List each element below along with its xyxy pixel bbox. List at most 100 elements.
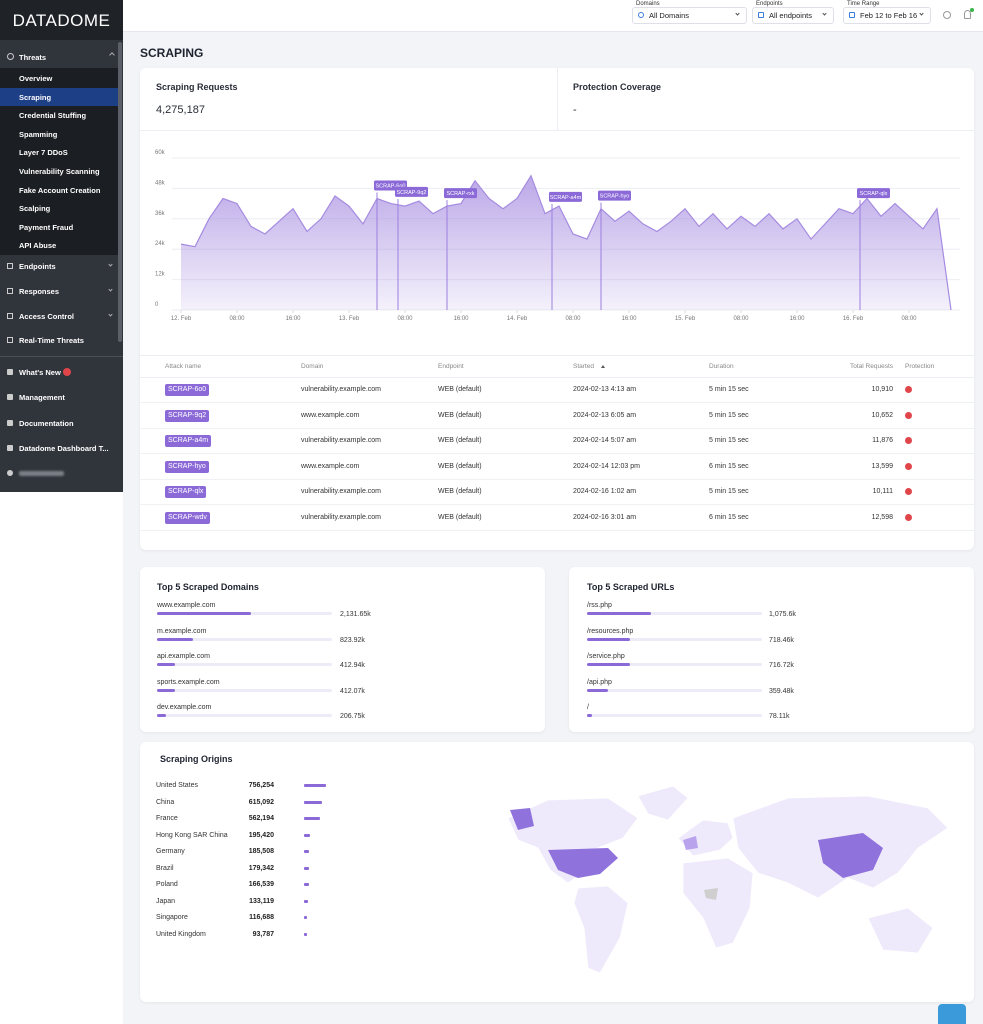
bell-icon[interactable]	[964, 10, 971, 19]
filter-label: Endpoints	[756, 1, 783, 7]
urls-card	[569, 567, 974, 732]
cell: WEB (default)	[438, 411, 482, 419]
nav-icon	[7, 53, 14, 60]
filter-value[interactable]: All endpoints	[769, 11, 812, 20]
summary-value: 4,275,187	[156, 104, 205, 116]
table-header: Domain	[301, 363, 324, 370]
card-title: Top 5 Scraped URLs	[587, 582, 675, 592]
cell: 2024-02-13 4:13 am	[573, 386, 637, 393]
nav-item[interactable]: Scraping	[19, 92, 52, 102]
bell-dot	[970, 8, 974, 12]
bar	[304, 883, 309, 886]
cell: www.example.com	[301, 462, 360, 470]
country: Singapore	[156, 914, 188, 921]
bar-label: /service.php	[587, 653, 625, 660]
nav-item[interactable]: Datadome Dashboard T...	[19, 443, 109, 453]
bar-value: 412.94k	[340, 662, 365, 669]
nav-item[interactable]: Overview	[19, 74, 53, 83]
cell: WEB (default)	[438, 437, 482, 445]
bar-track	[157, 663, 332, 666]
cell: 2024-02-16 1:02 am	[573, 488, 637, 496]
nav-item[interactable]: Vulnerability Scanning	[19, 167, 100, 176]
protection-icon	[905, 514, 912, 521]
bar-label: api.example.com	[157, 653, 210, 660]
bar	[304, 800, 322, 804]
nav-item[interactable]: Credential Stuffing	[19, 111, 87, 121]
x-tick-label: 15. Feb	[675, 316, 696, 322]
annotation-box	[549, 191, 582, 202]
attack-chip[interactable]: SCRAP-9q2	[165, 409, 210, 422]
cell: 5 min 15 sec	[709, 488, 749, 496]
row-divider	[140, 453, 974, 455]
cell: 11,876	[872, 437, 893, 445]
nav-section[interactable]: Threats	[19, 53, 47, 62]
nav-icon	[7, 444, 13, 451]
bar-track	[157, 714, 332, 717]
nav-item[interactable]: Fake Account Creation	[19, 185, 101, 195]
x-tick-label: 08:00	[397, 316, 413, 322]
x-tick-label: 16:00	[621, 316, 637, 322]
nav-item[interactable]: Payment Fraud	[19, 222, 74, 232]
bar	[304, 866, 310, 870]
bar	[587, 714, 592, 717]
country-value: 195,420	[248, 831, 274, 839]
nav-item[interactable]: Spamming	[19, 129, 58, 139]
x-tick-label: 08:00	[733, 316, 749, 322]
nav-item[interactable]: API Abuse	[19, 241, 57, 251]
area-fill	[181, 175, 951, 310]
nav-item[interactable]: Management	[19, 393, 65, 403]
filter-box[interactable]	[752, 7, 834, 24]
row-divider	[140, 504, 974, 506]
bar	[587, 637, 630, 641]
attack-chip[interactable]: SCRAP-qlx	[165, 486, 207, 499]
bar	[157, 688, 176, 692]
nav-item[interactable]: Scalping	[19, 204, 51, 214]
nav-item[interactable]: Layer 7 DDoS	[19, 148, 68, 158]
nav-item[interactable]: Responses	[19, 287, 60, 296]
summary-label: Protection Coverage	[573, 82, 662, 92]
protection-icon	[905, 386, 912, 393]
nav-item[interactable]: Access Control	[19, 312, 75, 321]
nav-item[interactable]: Endpoints	[19, 262, 56, 271]
table-header: Duration	[709, 363, 734, 370]
protection-icon	[905, 437, 912, 445]
nav-item[interactable]: What's New	[19, 368, 61, 377]
area-line	[180, 174, 952, 311]
y-tick-label: 12k	[155, 272, 166, 278]
filter-box[interactable]	[843, 7, 931, 24]
x-tick-label: 16:00	[789, 316, 805, 322]
attack-chip[interactable]: SCRAP-wdv	[165, 512, 210, 524]
sidebar-scrollbar	[118, 42, 122, 342]
filter-box[interactable]	[632, 7, 747, 24]
attack-chip[interactable]: SCRAP-a4m	[165, 435, 212, 448]
sort-icon	[601, 365, 605, 368]
country-value: 562,194	[248, 815, 274, 822]
x-tick-label: 13. Feb	[339, 316, 360, 322]
cell: WEB (default)	[438, 514, 482, 521]
attack-chip[interactable]: SCRAP-6o0	[165, 384, 210, 396]
nav-item[interactable]: Real-Time Threats	[19, 336, 84, 345]
nav-icon	[7, 313, 13, 319]
bar	[304, 932, 307, 936]
x-tick-label: 12. Feb	[171, 316, 192, 322]
bar-value: 716.72k	[769, 662, 794, 669]
bar-label: /rss.php	[587, 602, 612, 609]
bar	[304, 833, 310, 837]
x-tick-label: 14. Feb	[507, 316, 528, 322]
attack-chip[interactable]: SCRAP-hyo	[165, 460, 209, 473]
y-tick-label: 0	[155, 302, 159, 308]
table-header: Started	[573, 363, 594, 370]
nav-item[interactable]: Documentation	[19, 418, 74, 428]
bar-track	[587, 612, 762, 615]
chat-button[interactable]	[938, 1004, 966, 1024]
country: United Kingdom	[156, 930, 206, 938]
bar-value: 823.92k	[340, 636, 365, 644]
filter-icon	[638, 12, 644, 18]
annotation-box	[395, 186, 428, 197]
bar-track	[157, 637, 332, 641]
annotation-box	[598, 190, 631, 201]
filter-value[interactable]: All Domains	[649, 11, 690, 20]
filter-value[interactable]: Feb 12 to Feb 16	[860, 11, 918, 20]
share-icon[interactable]	[943, 11, 951, 19]
cell: vulnerability.example.com	[301, 488, 382, 496]
